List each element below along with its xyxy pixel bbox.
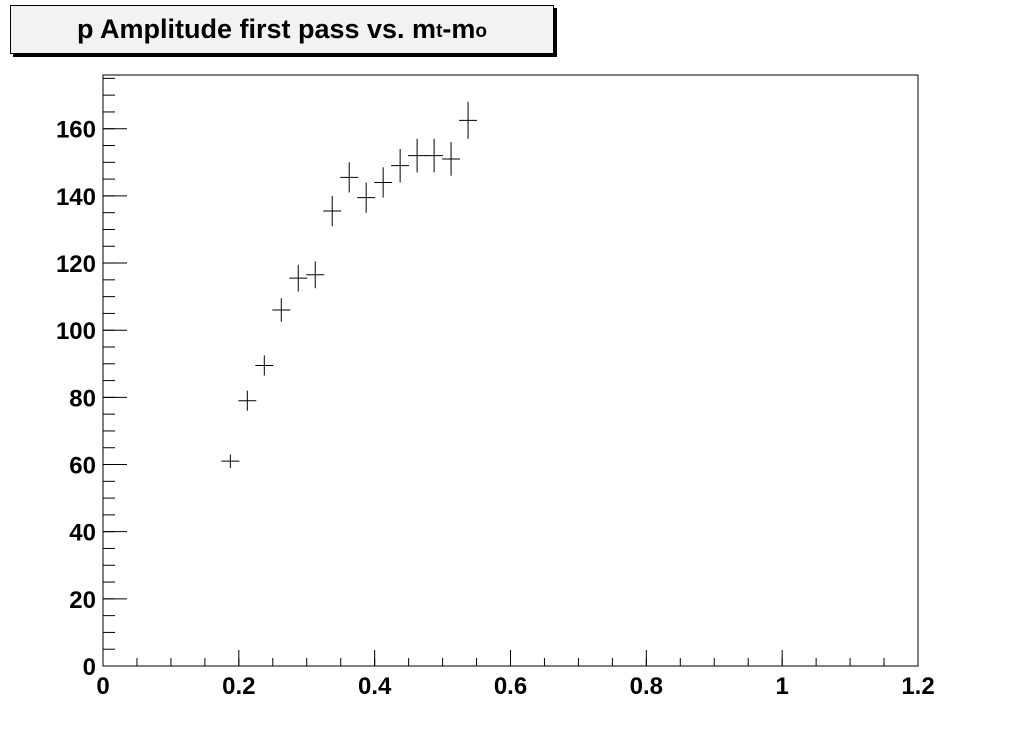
x-tick-label: 1.2	[901, 673, 934, 700]
data-point	[374, 167, 393, 198]
chart-title-subscript-o: o	[475, 20, 488, 42]
plot-frame	[102, 74, 919, 667]
data-point	[306, 261, 325, 289]
y-tick-label: 80	[69, 385, 96, 412]
x-tick-label: 0	[96, 673, 109, 700]
y-tick-label: 0	[83, 654, 96, 681]
y-tick-label: 100	[56, 318, 96, 345]
y-tick-label: 160	[56, 117, 96, 144]
x-tick-label: 0.2	[222, 673, 255, 700]
y-tick-label: 20	[69, 587, 96, 614]
data-point	[442, 142, 461, 176]
data-point	[340, 162, 359, 193]
x-tick-label: 1	[775, 673, 788, 700]
x-tick-label: 0.4	[358, 673, 392, 700]
data-point	[459, 101, 478, 139]
x-tick-label: 0.8	[630, 673, 663, 700]
data-point	[323, 195, 342, 227]
chart-title-main: p Amplitude first pass vs. m	[76, 14, 437, 44]
data-points	[221, 101, 478, 468]
y-tick-label: 140	[56, 184, 96, 211]
x-tick-label: 0.6	[494, 673, 527, 700]
data-point	[391, 148, 410, 183]
data-point	[425, 138, 444, 173]
data-point	[289, 264, 308, 292]
chart-title-box: p Amplitude first pass vs. m t -m o	[10, 5, 554, 54]
data-point	[357, 182, 376, 213]
data-point	[272, 298, 291, 322]
chart-title-subscript-t: t	[436, 20, 443, 42]
data-point	[221, 454, 240, 468]
y-tick-label: 120	[56, 251, 96, 278]
y-tick-label: 40	[69, 520, 96, 547]
data-point	[408, 138, 427, 173]
y-tick-label: 60	[69, 453, 96, 480]
axes: 0 0.2 0.4 0.6 0.8 1 1.2 0 20 40 60 80 100 120 140 160	[56, 77, 935, 700]
chart-title-mid: -m	[442, 14, 476, 44]
data-point	[238, 390, 257, 411]
data-point	[255, 355, 274, 376]
